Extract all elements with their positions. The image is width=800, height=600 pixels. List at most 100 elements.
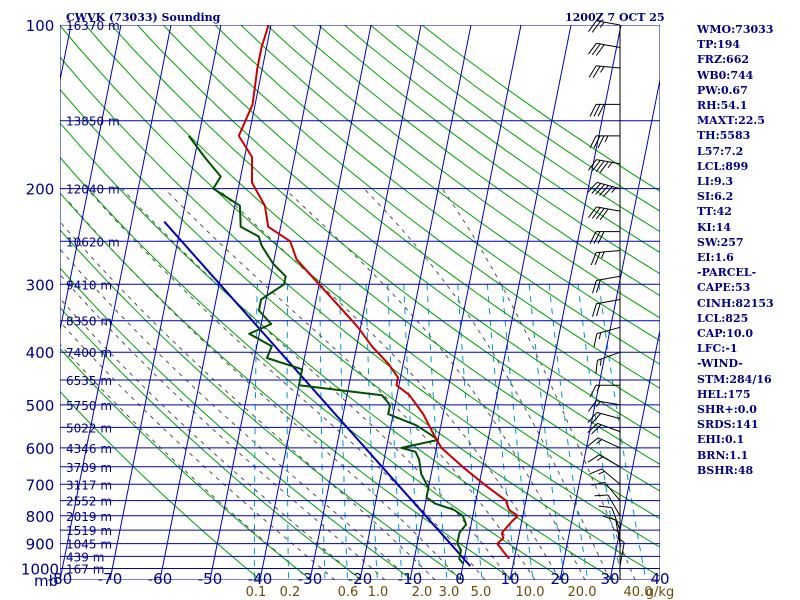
- height-label: 3117 m: [66, 478, 112, 492]
- index-item: CINH:82153: [697, 296, 774, 310]
- temperature-tick-label: -70: [98, 570, 123, 588]
- temperature-tick-label: 40: [650, 570, 669, 588]
- mixing-ratio-line: [286, 284, 289, 580]
- pressure-tick-label: 500: [26, 397, 55, 415]
- parcel-path-line: [163, 220, 472, 567]
- index-item: TP:194: [697, 38, 741, 52]
- height-label: 3709 m: [66, 461, 112, 475]
- wind-barb: [588, 65, 621, 78]
- height-label: 6535 m: [66, 374, 112, 388]
- height-label: 1045 m: [66, 538, 112, 552]
- temperature-tick-label: 30: [600, 570, 619, 588]
- wind-barb: [587, 400, 621, 412]
- isotherm-line: [159, 25, 272, 580]
- mixing-ratio-line: [486, 284, 517, 580]
- mixing-ratio-label: 5.0: [471, 585, 492, 600]
- moist-adiabat-line: [363, 188, 611, 580]
- profiles: [163, 25, 519, 567]
- height-label: 13850 m: [66, 115, 120, 129]
- wind-barb: [589, 231, 620, 244]
- moist-adiabats: [60, 188, 636, 580]
- wind-barb: [587, 159, 621, 173]
- height-label: 16370 m: [66, 19, 120, 33]
- mixing-ratio-label: 3.0: [439, 585, 460, 600]
- dry-adiabat-line: [84, 25, 660, 492]
- pressure-tick-label: 200: [26, 181, 55, 199]
- mixing-ratio-label: g/kg: [646, 585, 674, 600]
- chart-title: CWVK (73033) Sounding: [66, 11, 221, 24]
- index-item: SI:6.2: [697, 190, 734, 204]
- height-label: 2552 m: [66, 495, 112, 509]
- isotherm-line: [459, 25, 572, 580]
- temperature-line: [237, 25, 519, 560]
- moist-adiabat-line: [217, 188, 561, 580]
- index-item: WMO:73033: [697, 23, 774, 36]
- moist-adiabat-line: [60, 297, 361, 580]
- mixing-ratio-line: [387, 284, 403, 580]
- mixing-ratio-label: 40.0: [624, 585, 653, 600]
- indices-panel: WMO:73033 TP:194 FRZ:662 WB0:744 PW:0.67 RH:5…: [697, 22, 774, 478]
- moist-adiabat-line: [86, 188, 486, 580]
- temperature-tick-label: -20: [348, 570, 373, 588]
- isotherm-line: [359, 25, 472, 580]
- dry-adiabat-line: [60, 347, 312, 580]
- moist-adiabat-line: [60, 248, 411, 580]
- isotherm-line: [0, 25, 21, 580]
- pressure-tick-label: 900: [26, 536, 55, 554]
- index-item: SW:257: [697, 235, 744, 249]
- wind-barb: [590, 250, 621, 266]
- isotherm-line: [60, 25, 172, 580]
- mixing-ratio-label: 0.2: [280, 585, 301, 600]
- mixing-ratio-label: 1.0: [368, 585, 389, 600]
- index-item: KI:14: [697, 220, 732, 234]
- isotherm-line: [259, 25, 372, 580]
- index-item: WB0:744: [697, 68, 754, 82]
- mixing-ratio-line: [457, 284, 483, 580]
- index-item: SHR+:0.0: [697, 403, 757, 417]
- pressure-tick-label: 100: [26, 17, 55, 35]
- moist-adiabat-line: [164, 188, 536, 580]
- index-item: FRZ:662: [697, 53, 750, 67]
- index-item: PW:0.67: [697, 83, 748, 97]
- isotherm-line: [609, 327, 660, 580]
- wind-barb: [587, 206, 621, 221]
- mixing-ratio-line: [403, 284, 421, 580]
- height-label: 7400 m: [66, 346, 112, 360]
- dry-adiabat-line: [60, 390, 261, 580]
- mixing-ratio-line: [253, 284, 258, 580]
- wind-barb: [613, 528, 621, 557]
- index-item: SRDS:141: [697, 418, 759, 432]
- wind-barb: [595, 351, 621, 374]
- mixing-ratio-line: [548, 284, 589, 580]
- temperature-tick-label: -80: [48, 570, 73, 588]
- wind-barb: [587, 411, 621, 424]
- temperature-tick-label: 0: [455, 570, 465, 588]
- mixing-ratio-line: [339, 284, 348, 580]
- mixing-ratio-line: [501, 284, 534, 580]
- mixing-ratio-line: [365, 284, 378, 580]
- moist-adiabat-line: [60, 221, 436, 580]
- index-item: LI:9.3: [697, 175, 734, 189]
- wind-barb: [594, 494, 621, 517]
- height-label: 8350 m: [66, 315, 112, 329]
- height-label: 1519 m: [66, 524, 112, 538]
- index-item: STM:284/16: [697, 372, 772, 386]
- temperature-tick-label: -30: [298, 570, 323, 588]
- mixing-ratio-label: 10.0: [516, 585, 545, 600]
- wind-barb: [593, 326, 621, 347]
- wind-barb: [592, 299, 621, 317]
- height-label: 4346 m: [66, 442, 112, 456]
- height-label: 2019 m: [66, 510, 112, 524]
- index-item: HEL:175: [697, 387, 751, 401]
- wind-barb: [589, 135, 620, 149]
- height-label: 12040 m: [66, 183, 120, 197]
- temperature-tick-label: -40: [248, 570, 273, 588]
- wind-barb: [587, 454, 621, 468]
- moist-adiabat-line: [441, 188, 636, 580]
- height-label: 9410 m: [66, 278, 112, 292]
- plot-frame: [60, 25, 660, 580]
- height-label: 167 m: [66, 563, 104, 577]
- mixing-ratio-line: [528, 284, 566, 580]
- temperature-tick-label: 20: [550, 570, 569, 588]
